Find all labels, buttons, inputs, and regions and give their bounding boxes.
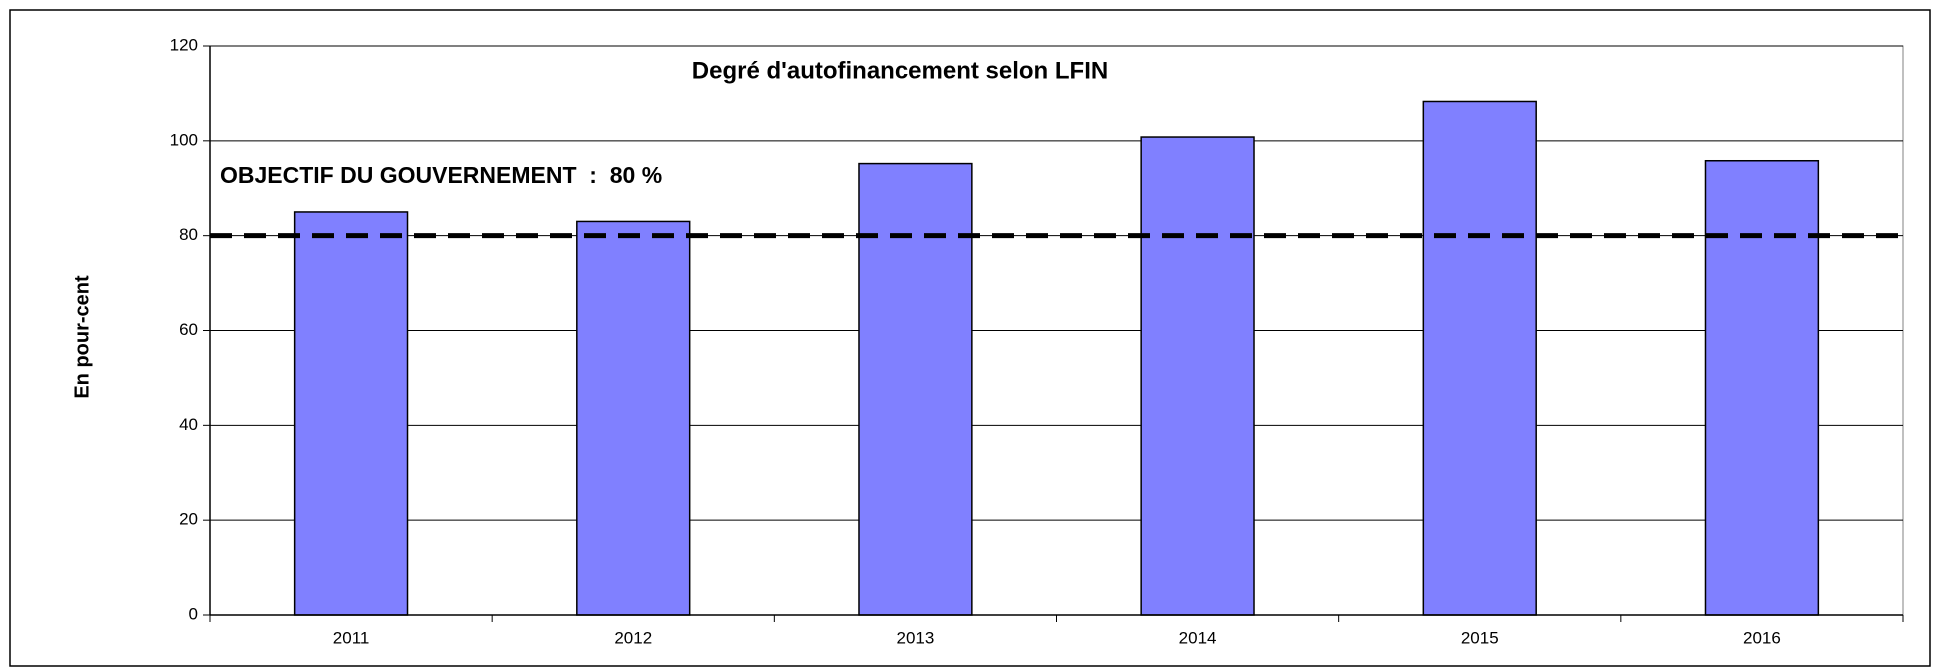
bar — [1422, 100, 1537, 616]
y-tick-label: 60 — [179, 320, 198, 339]
y-tick-label: 120 — [170, 35, 198, 54]
y-tick-label: 80 — [179, 225, 198, 244]
bar — [293, 211, 409, 616]
bar — [1140, 136, 1255, 616]
y-tick-label: 20 — [179, 510, 198, 529]
x-tick-label: 2011 — [333, 628, 370, 647]
y-axis-label: En pour-cent — [71, 275, 93, 399]
bar — [576, 220, 691, 616]
y-tick-label: 100 — [170, 130, 198, 149]
annotation: OBJECTIF DU GOUVERNEMENT : 80 % — [220, 162, 662, 188]
x-tick-label: 2015 — [1461, 628, 1499, 647]
y-tick-label: 40 — [179, 415, 198, 434]
bar — [858, 162, 973, 616]
bar — [1704, 159, 1820, 616]
chart-title: Degré d'autofinancement selon LFIN — [692, 57, 1108, 84]
x-tick-label: 2014 — [1179, 628, 1217, 647]
x-tick-label: 2012 — [614, 628, 652, 647]
x-tick-label: 2016 — [1743, 628, 1781, 647]
x-tick-label: 2013 — [897, 628, 935, 647]
y-tick-label: 0 — [189, 604, 198, 623]
